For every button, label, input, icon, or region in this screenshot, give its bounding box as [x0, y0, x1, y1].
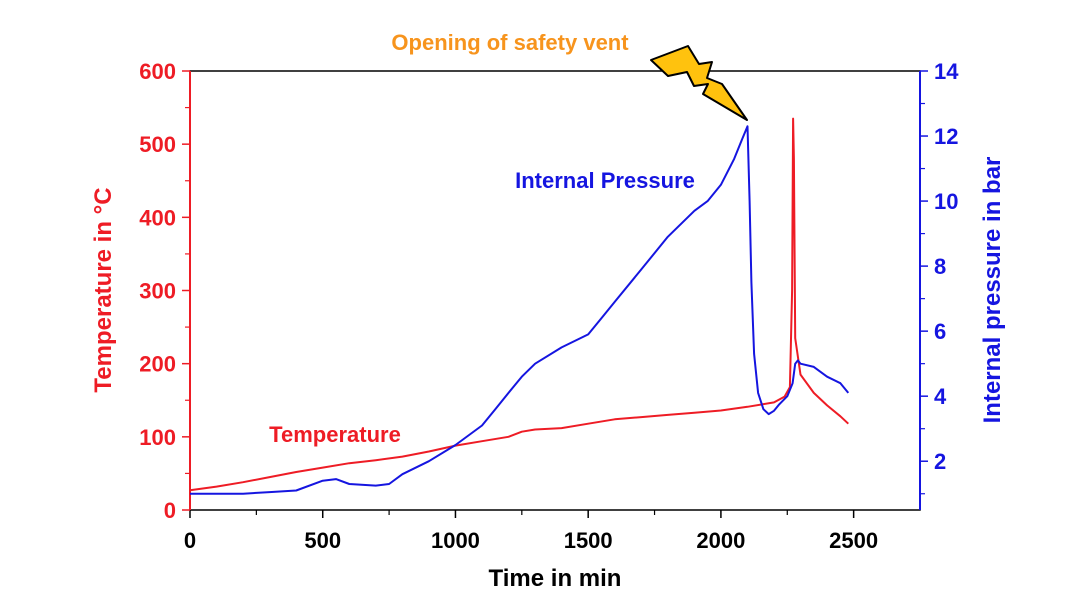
x-tick-label: 500 [304, 528, 341, 553]
y-left-tick-label: 0 [164, 498, 176, 523]
y-left-tick-label: 500 [139, 132, 176, 157]
y-left-axis-title: Temperature in °C [90, 187, 117, 392]
y-left-tick-label: 300 [139, 279, 176, 304]
y-right-tick-label: 14 [934, 59, 959, 84]
x-tick-label: 1000 [431, 528, 480, 553]
y-right-tick-label: 12 [934, 124, 958, 149]
y-right-tick-label: 2 [934, 449, 946, 474]
y-right-axis-title: Internal pressure in bar [979, 157, 1006, 424]
x-tick-label: 0 [184, 528, 196, 553]
y-right-tick-label: 10 [934, 189, 958, 214]
x-tick-label: 2500 [829, 528, 878, 553]
y-left-tick-label: 100 [139, 425, 176, 450]
x-tick-label: 2000 [696, 528, 745, 553]
y-right-tick-label: 4 [934, 384, 947, 409]
series-line-temperature [189, 117, 849, 492]
lightning-bolt-icon [650, 45, 748, 121]
y-left-tick-label: 200 [139, 352, 176, 377]
series-line-pressure [190, 125, 850, 495]
y-left-tick-label: 400 [139, 205, 176, 230]
x-axis-title: Time in min [489, 565, 622, 592]
y-right-tick-label: 8 [934, 254, 946, 279]
series-label-pressure: Internal Pressure [515, 168, 695, 193]
vent-annotation: Opening of safety vent [391, 30, 629, 55]
y-right-tick-label: 6 [934, 319, 946, 344]
series-layer [189, 117, 850, 495]
ticks-layer: 0 500 1000 1500 2000 2500 0 100 200 300 400 500 600 2… [139, 59, 959, 553]
x-tick-label: 1500 [564, 528, 613, 553]
series-label-temperature: Temperature [269, 422, 401, 447]
y-left-tick-label: 600 [139, 59, 176, 84]
